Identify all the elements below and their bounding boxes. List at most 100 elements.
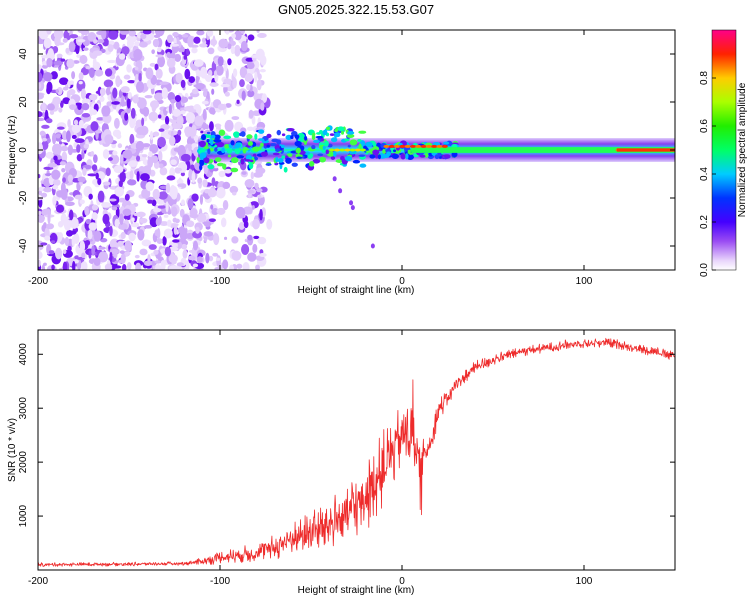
noise-blob: [208, 218, 216, 223]
noise-blob: [166, 57, 176, 68]
y-tick-label: 20: [18, 96, 29, 108]
noise-blob: [136, 97, 147, 109]
noise-blob: [370, 243, 375, 249]
noise-blob: [156, 227, 161, 240]
noise-blob: [227, 58, 232, 66]
noise-blob: [112, 87, 118, 99]
noise-blob: [241, 171, 247, 175]
noise-blob: [248, 109, 254, 119]
noise-blob: [142, 30, 152, 35]
noise-blob: [40, 242, 48, 246]
noise-blob: [111, 265, 122, 269]
noise-blob: [166, 34, 174, 44]
band-blob: [337, 126, 345, 132]
noise-blob: [97, 177, 102, 186]
band-blob: [386, 151, 391, 157]
noise-blob: [40, 192, 48, 198]
noise-blob: [154, 260, 161, 264]
band-blob: [264, 136, 268, 142]
band-blob: [207, 148, 211, 155]
noise-blob: [256, 188, 263, 193]
noise-blob: [138, 166, 146, 172]
noise-blob: [102, 181, 111, 186]
band-blob: [358, 143, 362, 150]
band-blob: [266, 133, 272, 139]
spectrogram-noise: [38, 30, 375, 270]
band-blob: [311, 144, 316, 150]
noise-blob: [57, 145, 61, 157]
band-blob: [224, 143, 230, 149]
noise-blob: [134, 41, 141, 47]
band-blob: [295, 147, 301, 154]
noise-blob: [241, 90, 246, 101]
noise-blob: [108, 198, 117, 202]
band-blob: [281, 155, 286, 159]
noise-blob: [208, 255, 214, 262]
noise-blob: [51, 264, 55, 270]
band-blob: [296, 156, 303, 160]
noise-blob: [163, 228, 173, 239]
noise-blob: [126, 262, 132, 270]
noise-blob: [229, 185, 239, 194]
noise-blob: [62, 177, 66, 183]
noise-blob: [231, 116, 240, 121]
noise-blob: [71, 236, 76, 247]
noise-blob: [65, 47, 70, 54]
noise-blob: [247, 189, 255, 194]
noise-blob: [172, 239, 180, 243]
band-blob: [317, 153, 324, 157]
band-peak: [349, 148, 356, 152]
noise-blob: [109, 154, 120, 165]
band-blob: [280, 144, 285, 149]
noise-blob: [45, 118, 53, 124]
noise-blob: [187, 198, 194, 210]
snr-frame: [37, 329, 676, 571]
noise-blob: [158, 163, 164, 169]
noise-blob: [38, 92, 44, 100]
noise-blob: [252, 110, 261, 117]
band-blob: [330, 137, 338, 143]
noise-blob: [180, 199, 186, 206]
noise-blob: [190, 124, 197, 137]
noise-blob: [62, 249, 67, 255]
noise-blob: [55, 133, 61, 139]
band-blob: [271, 138, 279, 143]
noise-blob: [158, 114, 162, 119]
band-blob: [244, 159, 252, 162]
noise-blob: [127, 91, 132, 100]
noise-blob: [230, 45, 235, 55]
noise-blob: [77, 38, 86, 43]
noise-blob: [224, 91, 230, 97]
noise-blob: [58, 77, 69, 85]
noise-blob: [162, 236, 167, 246]
band-blob: [325, 149, 329, 155]
noise-blob: [175, 72, 183, 84]
noise-blob: [168, 135, 176, 146]
band-peak-stripe: [616, 148, 675, 152]
noise-blob: [148, 244, 157, 250]
band-peak: [441, 144, 448, 148]
band-blob: [248, 162, 254, 170]
noise-blob: [38, 82, 42, 89]
noise-blob: [94, 69, 104, 77]
noise-blob: [224, 168, 232, 174]
colorbar-label: Normalized spectral amplitude: [737, 82, 748, 217]
band-peak: [339, 148, 346, 152]
noise-blob: [256, 30, 260, 33]
colorbar-tick-label: 0.0: [699, 263, 710, 277]
noise-blob: [184, 68, 191, 80]
noise-blob: [209, 121, 214, 132]
noise-blob: [247, 252, 257, 262]
band-blob: [233, 131, 240, 138]
band-blob: [294, 134, 300, 139]
noise-blob: [252, 243, 258, 253]
noise-blob: [209, 107, 216, 115]
noise-blob: [231, 33, 236, 39]
noise-blob: [177, 241, 183, 249]
noise-blob: [120, 253, 126, 264]
noise-blob: [62, 86, 69, 91]
noise-blob: [84, 239, 91, 246]
noise-blob: [191, 88, 199, 95]
noise-blob: [217, 56, 224, 67]
noise-blob: [154, 264, 162, 270]
